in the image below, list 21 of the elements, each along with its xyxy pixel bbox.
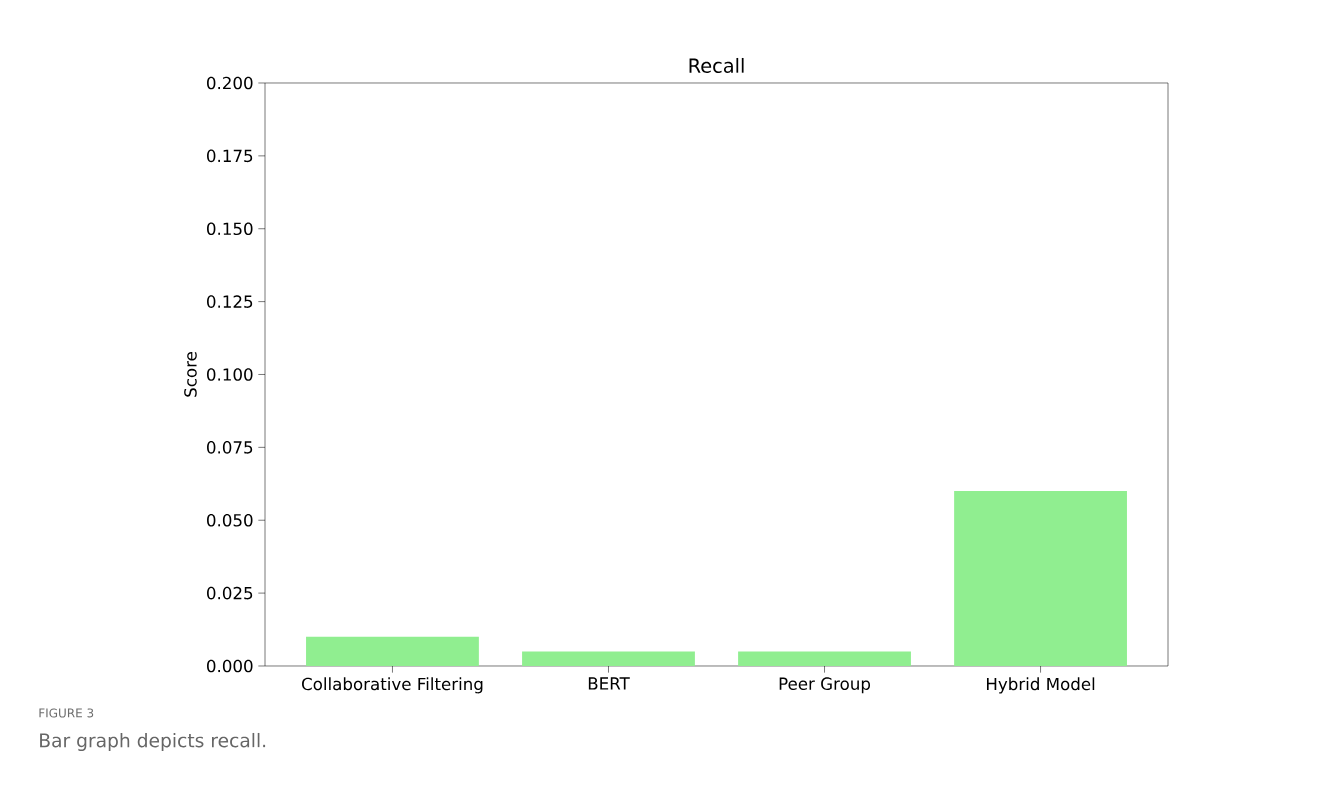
bar xyxy=(522,651,695,666)
y-tick-label: 0.175 xyxy=(207,149,253,163)
y-tick-label: 0.100 xyxy=(207,368,253,381)
y-tick-label: 0.150 xyxy=(207,222,253,236)
y-tick-label: 0.050 xyxy=(207,513,253,527)
bar xyxy=(954,491,1127,666)
bar xyxy=(738,651,911,666)
text: Bar graph depicts recall. xyxy=(40,732,266,752)
chart-title: Recall xyxy=(689,57,744,73)
x-tick-label: BERT xyxy=(588,677,630,690)
y-tick-label: 0.125 xyxy=(207,295,253,308)
y-tick-label: 0.075 xyxy=(207,441,253,454)
x-tick-label: Collaborative Filtering xyxy=(302,677,483,694)
bar xyxy=(306,636,479,666)
x-tick-label: Hybrid Model xyxy=(986,677,1095,694)
y-tick-label: 0.025 xyxy=(207,586,253,600)
y-tick-label: 0.200 xyxy=(207,76,253,90)
y-tick-label: 0.000 xyxy=(207,659,253,673)
x-tick-label: Peer Group xyxy=(779,677,871,694)
caption: FIGURE 3 xyxy=(39,708,94,718)
y-axis-title: Score xyxy=(184,352,197,397)
